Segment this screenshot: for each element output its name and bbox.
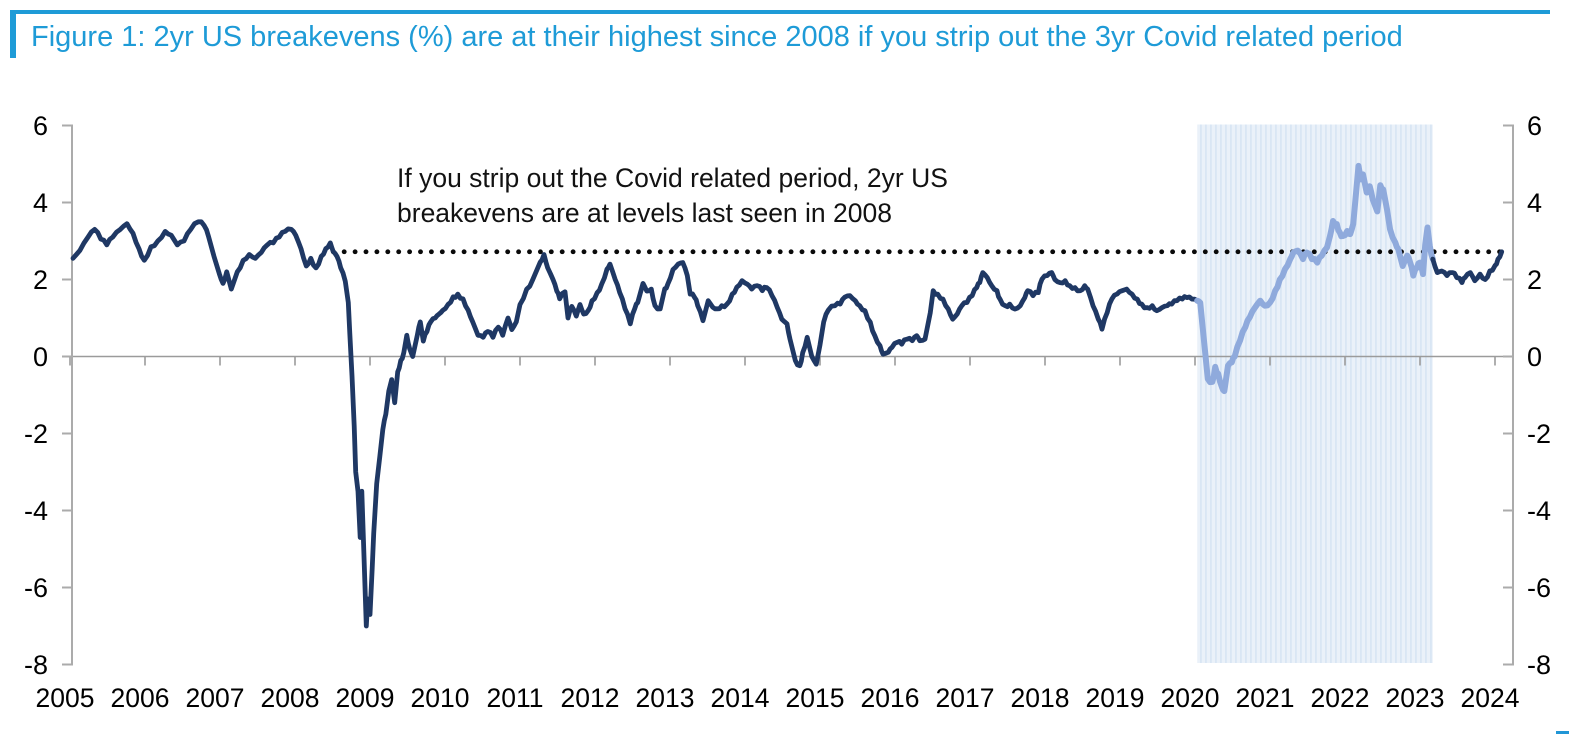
x-label-2019: 2019 (1086, 683, 1145, 713)
y-label-left--4: -4 (24, 496, 48, 526)
y-label-left-6: 6 (33, 111, 48, 141)
y-label-right-4: 4 (1527, 188, 1542, 218)
covid-band-rect (1197, 124, 1433, 663)
y-label-right--4: -4 (1527, 496, 1551, 526)
series-line-2 (1430, 249, 1505, 286)
y-label-left--8: -8 (24, 650, 48, 680)
y-label-left-0: 0 (33, 342, 48, 372)
series-line-0 (70, 219, 1200, 629)
x-label-2021: 2021 (1236, 683, 1295, 713)
y-label-right--8: -8 (1527, 650, 1551, 680)
chart-annotation: If you strip out the Covid related perio… (397, 161, 948, 231)
x-label-2010: 2010 (411, 683, 470, 713)
x-label-2023: 2023 (1386, 683, 1445, 713)
axis-labels: 2005 2006 2007 2008 2009 2010 2011 2012 2013 2014… (24, 111, 1551, 713)
title-top-rule (10, 10, 1550, 14)
x-label-2017: 2017 (936, 683, 995, 713)
chart-annotation-line2: breakevens are at levels last seen in 20… (397, 198, 892, 228)
y-label-left--2: -2 (24, 419, 48, 449)
y-label-right-0: 0 (1527, 342, 1542, 372)
page-corner-dash (1556, 731, 1569, 734)
y-label-right--6: -6 (1527, 573, 1551, 603)
y-axes (62, 124, 1514, 666)
x-label-2007: 2007 (186, 683, 245, 713)
x-label-2009: 2009 (336, 683, 395, 713)
y-label-left--6: -6 (24, 573, 48, 603)
x-label-2024: 2024 (1461, 683, 1520, 713)
x-label-2006: 2006 (111, 683, 170, 713)
y-label-left-4: 4 (33, 188, 48, 218)
y-label-right-2: 2 (1527, 265, 1542, 295)
x-label-2012: 2012 (561, 683, 620, 713)
x-label-2020: 2020 (1161, 683, 1220, 713)
x-label-2013: 2013 (636, 683, 695, 713)
covid-shaded-band (1197, 124, 1433, 663)
title-left-accent-bar (10, 10, 16, 58)
series-lines (70, 162, 1505, 629)
x-label-2008: 2008 (261, 683, 320, 713)
x-label-2011: 2011 (487, 683, 544, 713)
y-label-right-6: 6 (1527, 111, 1542, 141)
x-label-2015: 2015 (786, 683, 845, 713)
x-label-2014: 2014 (711, 683, 770, 713)
y-label-right--2: -2 (1527, 419, 1551, 449)
x-label-2022: 2022 (1311, 683, 1370, 713)
x-label-2005: 2005 (36, 683, 95, 713)
series-line-1 (1194, 162, 1436, 395)
y-label-left-2: 2 (33, 265, 48, 295)
x-label-2018: 2018 (1011, 683, 1070, 713)
chart-annotation-line1: If you strip out the Covid related perio… (397, 163, 948, 193)
x-label-2016: 2016 (861, 683, 920, 713)
figure-title: Figure 1: 2yr US breakevens (%) are at t… (31, 21, 1403, 53)
